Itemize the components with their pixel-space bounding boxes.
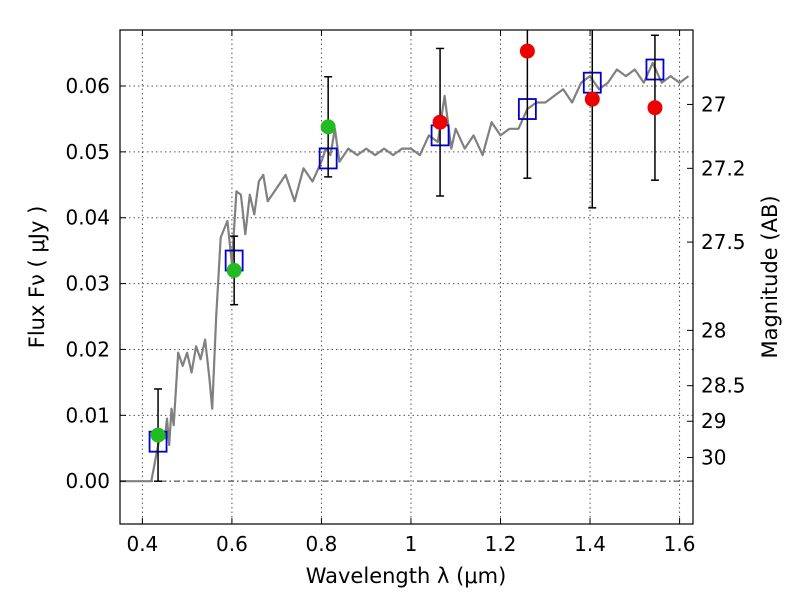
measurement-point — [584, 91, 600, 107]
y-axis-label: Flux Fν ( μJy ) — [25, 206, 49, 349]
x-tick-label: 1.2 — [485, 532, 517, 556]
x-tick-label: 0.6 — [216, 532, 248, 556]
y-tick-label: 0.05 — [65, 140, 110, 164]
x-tick-label: 1.4 — [574, 532, 606, 556]
y-tick-label: 0.06 — [65, 74, 110, 98]
y-tick-label: 0.00 — [65, 469, 110, 493]
measurement-point — [519, 43, 535, 59]
x-tick-label: 0.4 — [126, 532, 158, 556]
y-tick-label: 0.02 — [65, 337, 110, 361]
detection-point — [150, 427, 166, 443]
detection-point — [226, 262, 242, 278]
y-tick-label: 0.04 — [65, 206, 110, 230]
spectrum-line — [120, 61, 690, 483]
right-tick-label: 27.2 — [701, 156, 746, 180]
right-tick-label: 30 — [701, 445, 726, 469]
x-tick-label: 0.8 — [306, 532, 338, 556]
grid — [120, 30, 693, 524]
x-axis-label: Wavelength λ (μm) — [306, 564, 507, 588]
measurement-point — [432, 114, 448, 130]
right-tick-label: 27 — [701, 92, 726, 116]
x-tick-label: 1.6 — [664, 532, 696, 556]
y-tick-label: 0.01 — [65, 403, 110, 427]
x-tick-label: 1 — [405, 532, 418, 556]
right-tick-label: 29 — [701, 409, 726, 433]
right-tick-label: 28.5 — [701, 374, 746, 398]
right-tick-label: 28 — [701, 318, 726, 342]
right-tick-label: 27.5 — [701, 230, 746, 254]
series-layer — [120, 30, 690, 483]
y-tick-label: 0.03 — [65, 272, 110, 296]
ticks: 0.4 0.6 0.8 1 1.2 1.4 1.6 0.00 0.01 0.02 0.03 0.04 0… — [65, 30, 746, 556]
measurement-point — [647, 100, 663, 116]
plot-frame — [119, 29, 694, 525]
detection-point — [320, 119, 336, 135]
right-axis-label: Magnitude (AB) — [758, 195, 782, 358]
